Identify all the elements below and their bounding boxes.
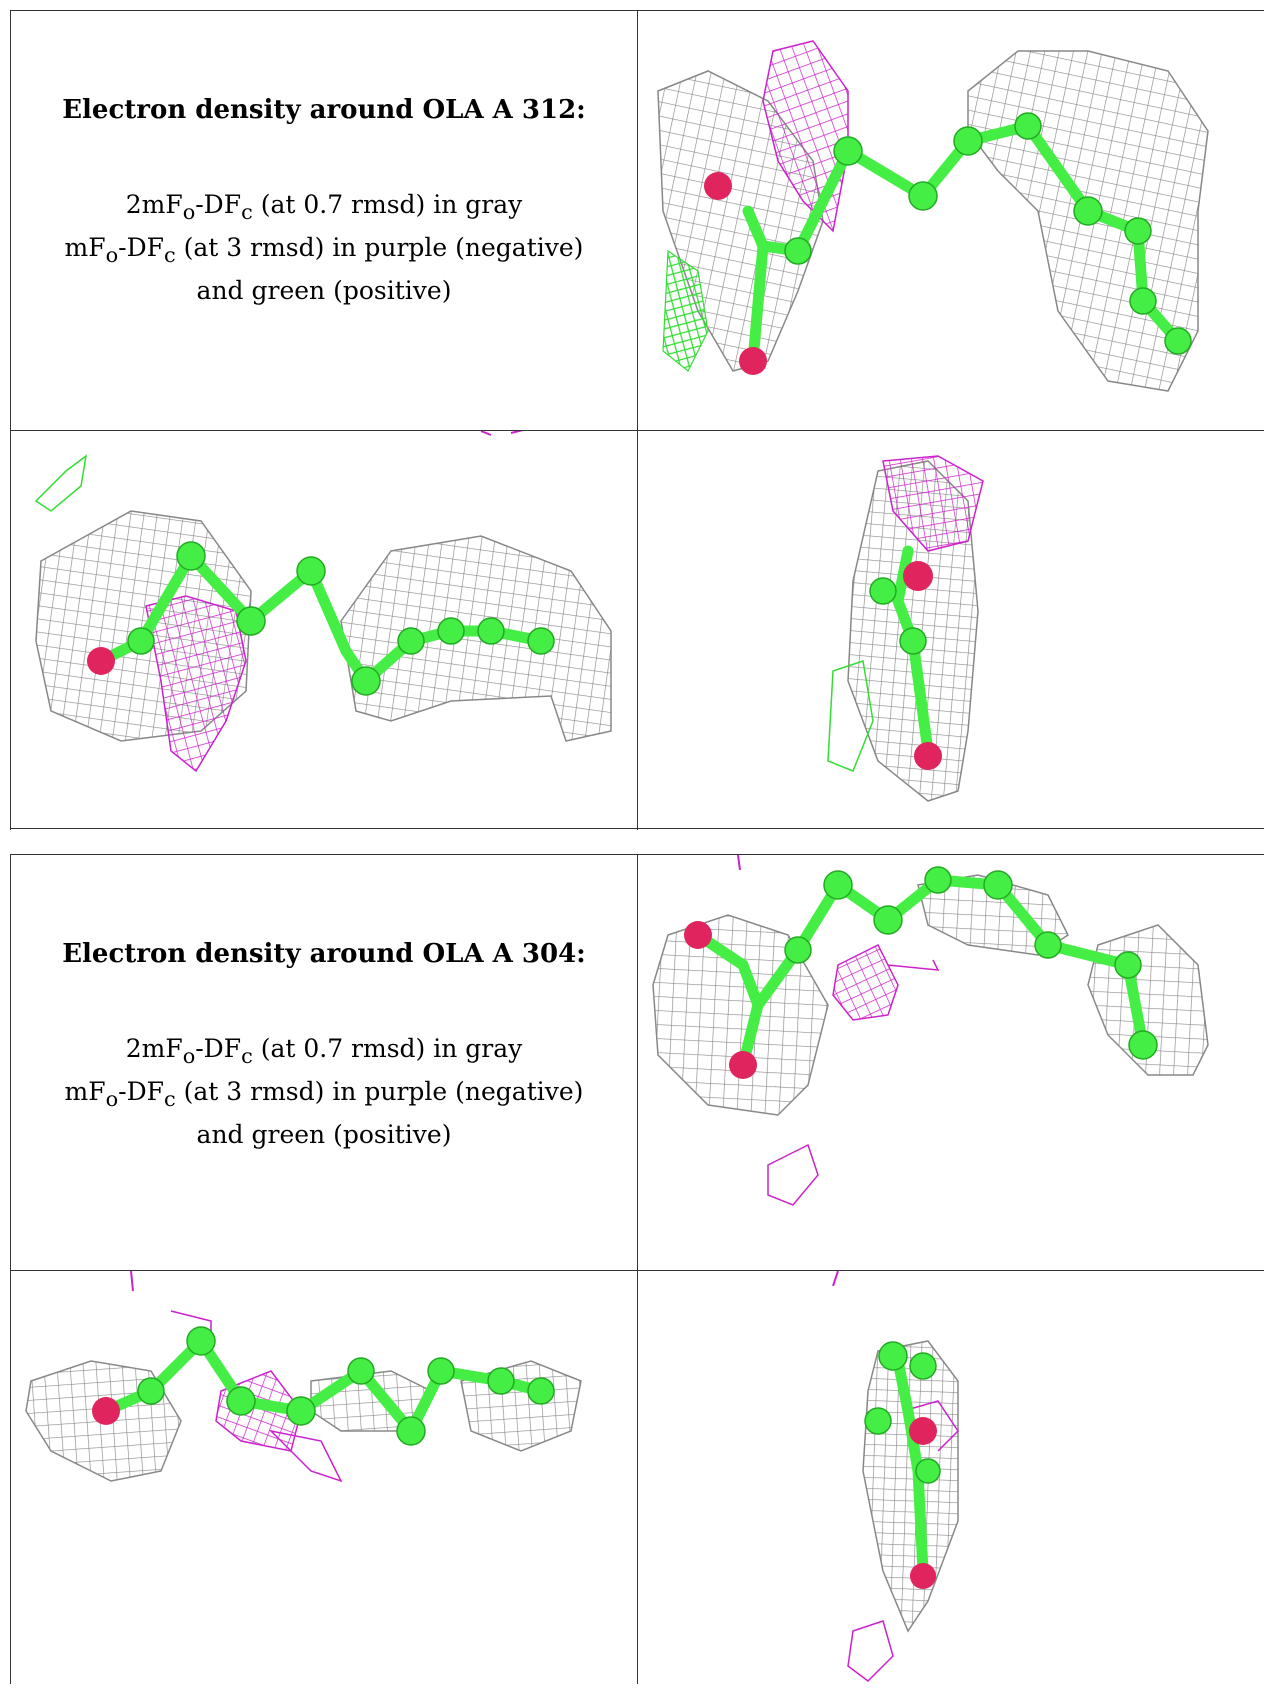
- oxygen-atom: [729, 1051, 757, 1079]
- oxygen-atom: [903, 561, 933, 591]
- density-image-312-top-right: [638, 11, 1264, 430]
- caption-cell: Electron density around OLA A 312: 2mFo-…: [11, 11, 637, 430]
- oxygen-atom: [684, 921, 712, 949]
- oxygen-atom: [92, 1397, 120, 1425]
- density-image-304-bottom-left: [11, 1271, 637, 1684]
- density-image-312-bottom-left: [11, 431, 637, 828]
- oxygen-atom: [739, 347, 767, 375]
- desc-line-3: and green (positive): [196, 1120, 452, 1149]
- oxygen-atom: [914, 742, 942, 770]
- desc-line-1: 2mFo-DFc (at 0.7 rmsd) in gray: [125, 1034, 523, 1068]
- oxygen-atom: [704, 172, 732, 200]
- desc-line-1: 2mFo-DFc (at 0.7 rmsd) in gray: [125, 190, 523, 224]
- panel-title: Electron density around OLA A 304:: [62, 939, 586, 969]
- desc-line-3: and green (positive): [196, 276, 452, 305]
- table-border-left: [10, 10, 11, 830]
- table-border-center: [637, 10, 638, 830]
- table-border-left: [10, 854, 11, 1684]
- oxygen-atom: [909, 1417, 937, 1445]
- density-image-304-bottom-right: [638, 1271, 1264, 1684]
- density-image-304-top-right: [638, 855, 1264, 1270]
- panel-title: Electron density around OLA A 312:: [62, 95, 586, 125]
- figure-block-ola-312: Electron density around OLA A 312: 2mFo-…: [10, 10, 1264, 830]
- caption-cell: Electron density around OLA A 304: 2mFo-…: [11, 855, 637, 1270]
- panel-description: 2mFo-DFc (at 0.7 rmsd) in gray mFo-DFc (…: [11, 187, 637, 309]
- desc-line-2: mFo-DFc (at 3 rmsd) in purple (negative): [64, 233, 584, 267]
- density-image-312-bottom-right: [638, 431, 1264, 828]
- panel-description: 2mFo-DFc (at 0.7 rmsd) in gray mFo-DFc (…: [11, 1031, 637, 1153]
- desc-line-2: mFo-DFc (at 3 rmsd) in purple (negative): [64, 1077, 584, 1111]
- oxygen-atom: [87, 647, 115, 675]
- oxygen-atom: [910, 1563, 936, 1589]
- table-border-center: [637, 854, 638, 1684]
- figure-block-ola-304: Electron density around OLA A 304: 2mFo-…: [10, 854, 1264, 1684]
